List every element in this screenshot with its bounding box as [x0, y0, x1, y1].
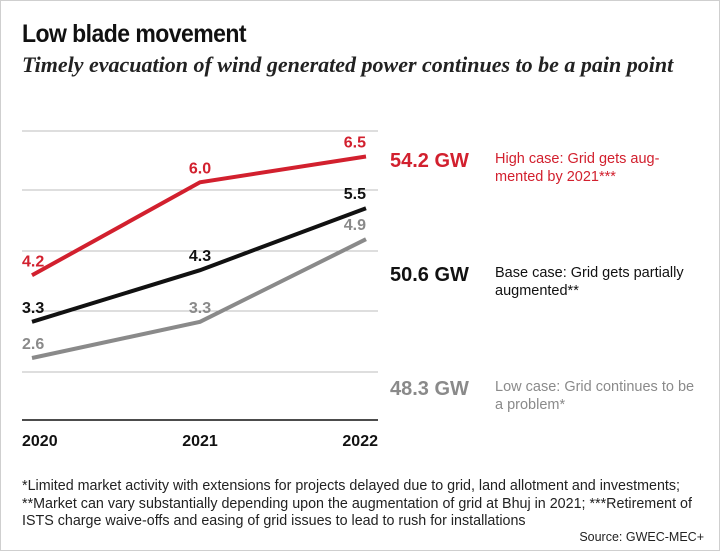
- x-tick-label-2021: 2021: [182, 433, 218, 450]
- value-label-low-2020: 2.6: [22, 336, 44, 353]
- value-label-base-2021: 4.3: [189, 248, 211, 265]
- series-line-high: [31, 154, 367, 278]
- case-base-total: 50.6 GW: [390, 264, 469, 286]
- value-label-high-2020: 4.2: [22, 253, 44, 270]
- case-low-total: 48.3 GW: [390, 378, 469, 400]
- case-high-total: 54.2 GW: [390, 150, 469, 172]
- value-label-low-2021: 3.3: [189, 300, 211, 317]
- chart-subtitle: Timely evacuation of wind generated powe…: [22, 52, 674, 77]
- series-line-low: [31, 237, 367, 360]
- case-low-description: Low case: Grid continues to be a problem…: [495, 379, 695, 413]
- value-label-base-2022: 5.5: [344, 186, 366, 203]
- value-label-low-2022: 4.9: [344, 217, 366, 234]
- series-line-base: [31, 206, 367, 324]
- value-label-base-2020: 3.3: [22, 300, 44, 317]
- case-high-description: High case: Grid gets aug-mented by 2021*…: [495, 151, 660, 185]
- footnote: *Limited market activity with extensions…: [22, 478, 692, 529]
- case-base-description: Base case: Grid gets partially augmented…: [495, 265, 684, 299]
- x-tick-label-2022: 2022: [342, 433, 378, 450]
- x-tick-label-2020: 2020: [22, 433, 58, 450]
- value-label-high-2021: 6.0: [189, 160, 211, 177]
- source: Source: GWEC-MEC+: [579, 530, 704, 544]
- value-label-high-2022: 6.5: [344, 135, 366, 152]
- chart-title: Low blade movement: [22, 20, 247, 48]
